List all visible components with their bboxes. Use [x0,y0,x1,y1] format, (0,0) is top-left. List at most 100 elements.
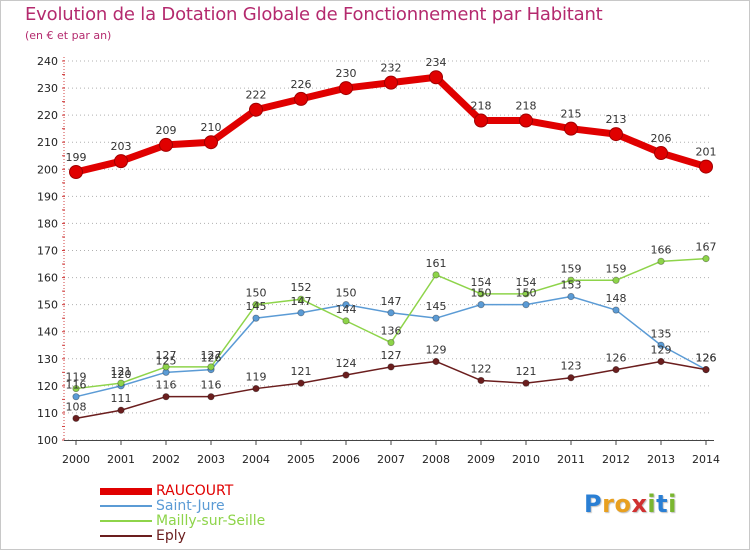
legend-label-mailly-sur-seille: Mailly-sur-Seille [156,513,266,529]
x-tick-label: 2001 [107,453,135,466]
data-point-raucourt [564,121,578,136]
data-point-mailly-sur-seille [702,255,710,263]
data-point-saint-jure [657,341,665,349]
data-point-mailly-sur-seille [252,301,260,309]
data-point-raucourt [699,159,713,174]
data-label-raucourt: 232 [381,62,402,75]
data-label-eply: 111 [111,392,132,405]
x-tick-label: 2009 [467,453,495,466]
data-point-eply [387,363,395,371]
x-tick-label: 2013 [647,453,675,466]
data-label-eply: 129 [651,343,672,356]
legend-label-raucourt: RAUCOURT [156,483,234,499]
data-point-mailly-sur-seille [207,363,215,371]
data-point-mailly-sur-seille [117,379,125,387]
data-point-mailly-sur-seille [297,295,305,303]
y-tick-label: 160 [37,272,58,285]
x-tick-label: 2014 [692,453,720,466]
data-point-mailly-sur-seille [522,290,530,298]
chart-subtitle: (en € et par an) [25,29,112,42]
legend-item-mailly-sur-seille: Mailly-sur-Seille [100,514,265,529]
data-label-raucourt: 230 [336,67,357,80]
data-point-mailly-sur-seille [162,363,170,371]
data-point-eply [612,366,620,374]
y-tick-label: 110 [37,407,58,420]
data-point-eply [207,393,215,401]
x-tick-label: 2011 [557,453,585,466]
data-point-saint-jure [612,306,620,314]
series-eply [72,357,710,422]
data-label-mailly-sur-seille: 127 [156,349,177,362]
data-point-raucourt [429,70,443,85]
data-label-saint-jure: 145 [246,300,267,313]
x-tick-label: 2010 [512,453,540,466]
data-label-saint-jure: 150 [471,287,492,300]
data-label-mailly-sur-seille: 152 [291,281,312,294]
data-point-eply [342,371,350,379]
data-point-mailly-sur-seille [612,276,620,284]
x-tick-label: 2006 [332,453,360,466]
series-mailly-sur-seille [72,255,710,393]
legend-swatch-eply [100,535,152,537]
data-label-mailly-sur-seille: 154 [471,276,492,289]
legend-swatch-raucourt [100,487,152,495]
data-point-saint-jure [72,393,80,401]
data-label-raucourt: 203 [111,140,132,153]
data-label-mailly-sur-seille: 119 [66,371,87,384]
data-label-mailly-sur-seille: 144 [336,303,357,316]
data-label-eply: 129 [426,343,447,356]
data-label-saint-jure: 150 [516,287,537,300]
data-label-saint-jure: 145 [426,300,447,313]
data-point-eply [162,393,170,401]
y-tick-label: 120 [37,380,58,393]
data-point-saint-jure [567,292,575,301]
data-point-eply [252,384,260,393]
y-tick-label: 100 [37,434,58,447]
data-label-raucourt: 234 [426,56,447,69]
legend-item-saint-jure: Saint-Jure [100,499,265,514]
data-point-saint-jure [387,309,395,317]
logo-letter: P [584,490,603,518]
data-point-saint-jure [252,314,260,322]
data-label-saint-jure: 126 [696,352,717,365]
data-point-eply [522,379,530,387]
y-tick-label: 140 [37,326,58,339]
data-point-raucourt [339,81,353,96]
data-label-saint-jure: 120 [111,368,132,381]
logo-letter: o [614,490,632,518]
data-label-mailly-sur-seille: 166 [651,243,672,256]
data-label-raucourt: 226 [291,78,312,91]
x-tick-label: 2000 [62,453,90,466]
data-label-saint-jure: 135 [651,327,672,340]
data-label-saint-jure: 125 [156,354,177,367]
legend-label-saint-jure: Saint-Jure [156,498,225,514]
data-point-raucourt [474,113,488,128]
data-point-saint-jure [432,314,440,322]
x-tick-label: 2005 [287,453,315,466]
x-tick-label: 2003 [197,453,225,466]
data-point-eply [297,379,305,387]
data-point-raucourt [159,137,173,152]
data-label-eply: 121 [516,365,537,378]
data-label-eply: 116 [156,379,177,392]
logo-letter: x [631,490,648,518]
data-label-eply: 123 [561,360,582,373]
data-point-mailly-sur-seille [657,257,665,265]
data-point-mailly-sur-seille [432,271,440,279]
data-label-mailly-sur-seille: 154 [516,276,537,289]
data-label-raucourt: 215 [561,108,582,121]
data-label-mailly-sur-seille: 136 [381,325,402,338]
data-point-raucourt [384,75,398,90]
legend-label-eply: Eply [156,528,186,544]
data-label-mailly-sur-seille: 159 [606,262,627,275]
y-tick-label: 170 [37,245,58,258]
x-tick-label: 2007 [377,453,405,466]
data-label-saint-jure: 147 [381,295,402,308]
data-point-raucourt [114,154,128,169]
data-label-saint-jure: 150 [336,287,357,300]
legend-item-eply: Eply [100,529,265,544]
data-point-mailly-sur-seille [72,384,80,393]
data-label-raucourt: 222 [246,89,267,102]
